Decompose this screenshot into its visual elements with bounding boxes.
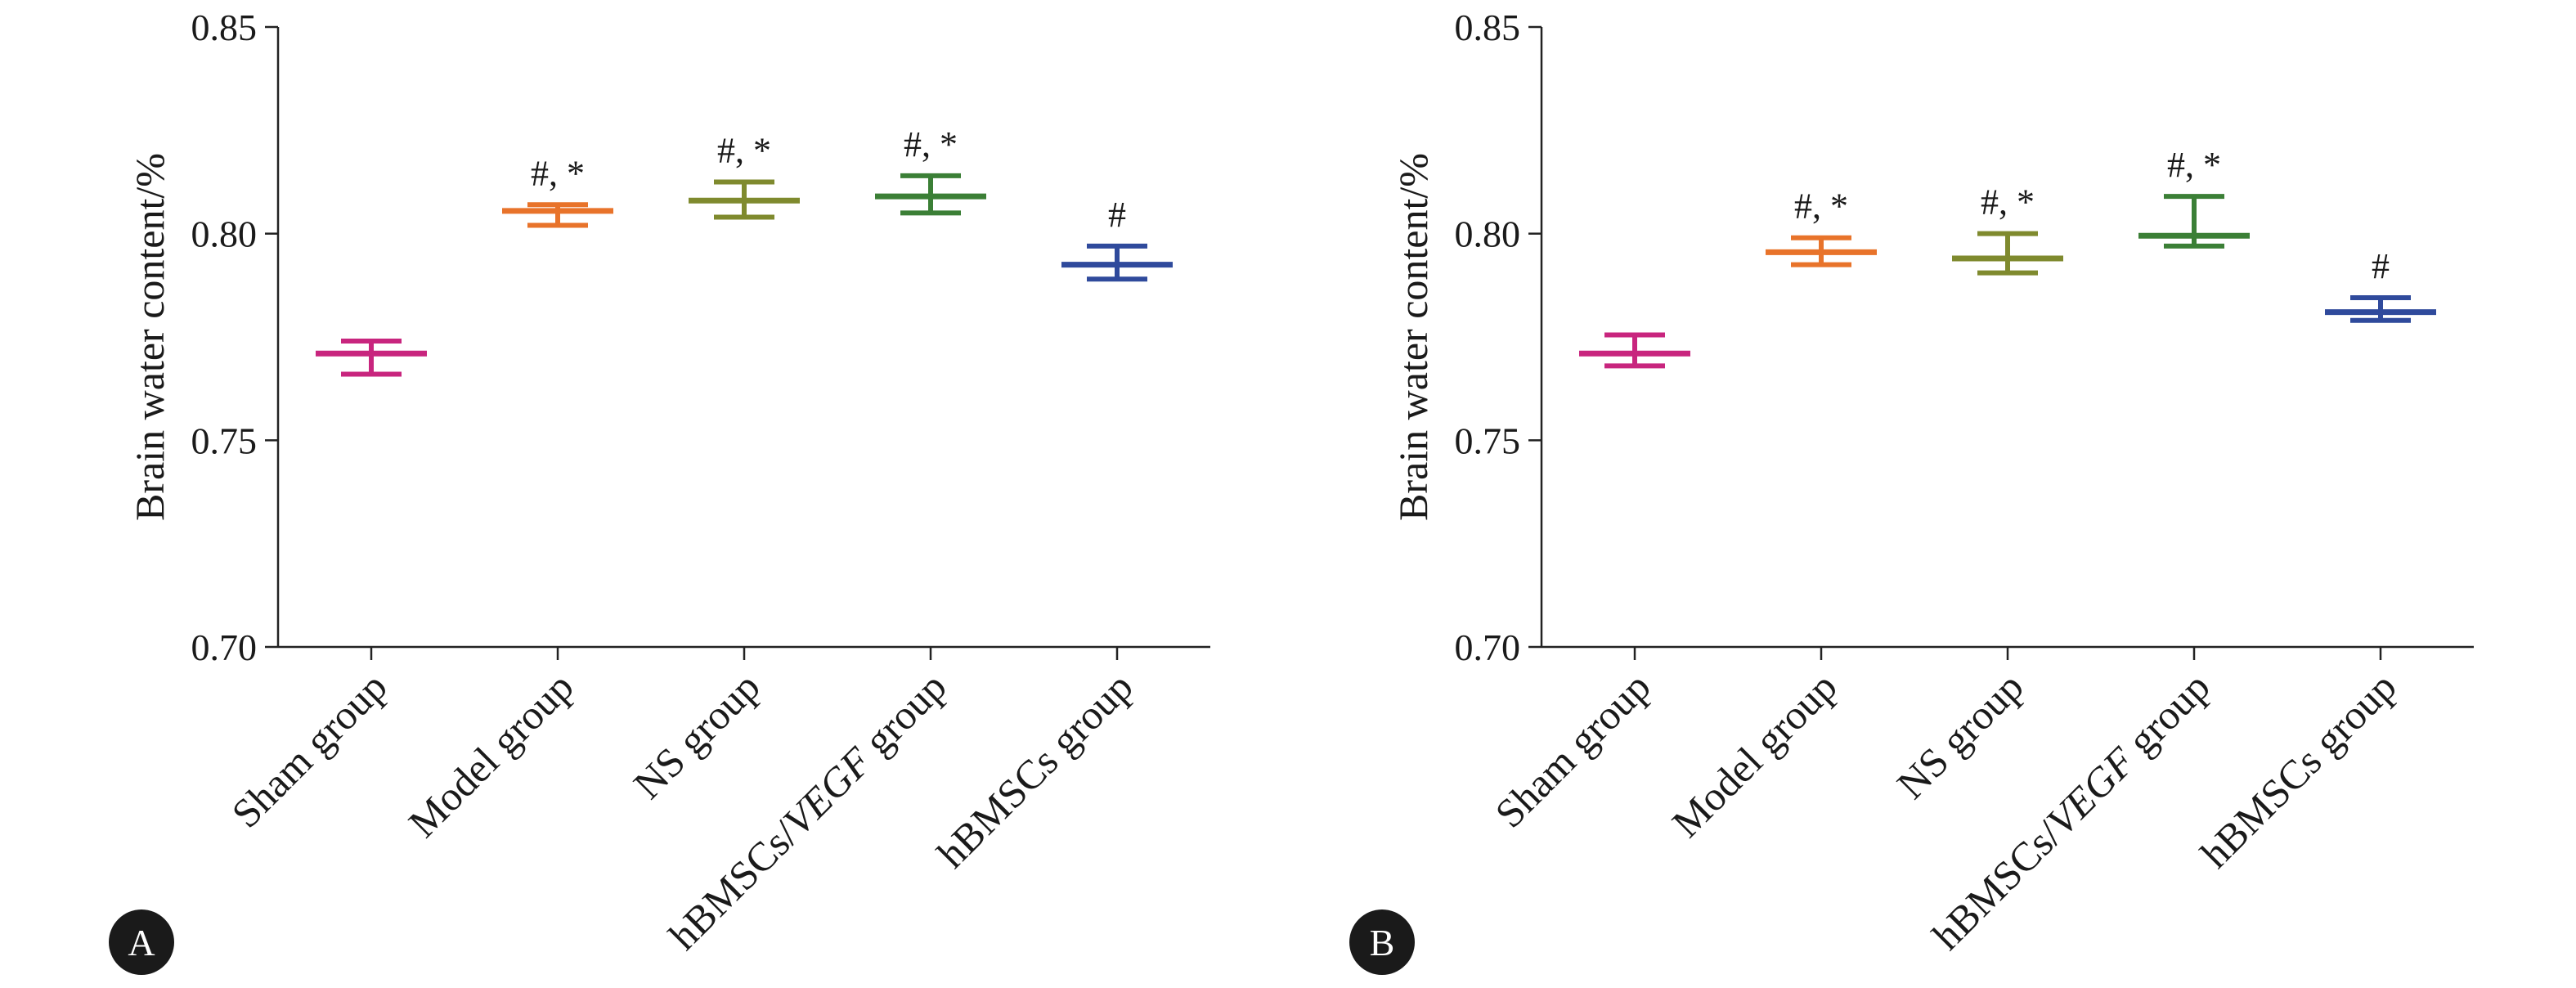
x-tick-label-text: NS group xyxy=(1888,663,2032,807)
panel-label-badge xyxy=(109,909,174,975)
significance-annotation: # xyxy=(1108,195,1126,235)
x-tick-label: NS group xyxy=(1888,663,2032,807)
significance-annotation: #, * xyxy=(2167,145,2221,185)
x-tick-label-suffix: group xyxy=(2112,663,2219,770)
y-tick-label: 0.75 xyxy=(1455,420,1521,461)
significance-annotation: #, * xyxy=(1794,186,1848,227)
y-axis-title: Brain water content/% xyxy=(1390,153,1436,521)
x-tick-label: Sham group xyxy=(1486,663,1658,836)
y-tick-label: 0.75 xyxy=(191,420,258,461)
y-tick-label: 0.85 xyxy=(191,7,258,48)
significance-annotation: #, * xyxy=(531,153,585,193)
panel-label: B xyxy=(1370,922,1395,963)
data-point-group: # xyxy=(2325,246,2436,323)
data-point-group: # xyxy=(1061,195,1173,282)
y-tick-label: 0.70 xyxy=(191,626,258,668)
x-tick-label-text: Sham group xyxy=(1486,663,1658,836)
x-tick-label: hBMSCs group xyxy=(2192,663,2405,877)
x-tick-label: Model group xyxy=(400,663,582,846)
x-tick-label: hBMSCs group xyxy=(928,663,1142,877)
y-tick-label: 0.80 xyxy=(1455,213,1521,255)
significance-annotation: #, * xyxy=(717,131,771,171)
x-tick-label: Model group xyxy=(1663,663,1846,846)
data-point-group: #, * xyxy=(689,131,800,220)
data-point-group: #, * xyxy=(2138,145,2250,249)
data-point-group xyxy=(1579,332,1690,369)
significance-annotation: #, * xyxy=(1981,182,2035,222)
data-point-group: #, * xyxy=(875,124,986,216)
x-tick-label-text: Sham group xyxy=(222,663,395,836)
y-axis-title: Brain water content/% xyxy=(127,153,173,521)
x-tick-label-text: hBMSCs group xyxy=(928,663,1142,877)
data-point-group: #, * xyxy=(1952,182,2063,276)
x-tick-label: Sham group xyxy=(222,663,395,836)
x-tick-label: NS group xyxy=(625,663,769,807)
data-point-group xyxy=(316,339,427,377)
x-tick-label-text: hBMSCs/ xyxy=(660,812,806,959)
y-tick-label: 0.80 xyxy=(191,213,258,255)
significance-annotation: # xyxy=(2372,246,2390,286)
significance-annotation: #, * xyxy=(904,124,958,164)
chart-panel-b: 0.70 0.75 0.80 0.85 Brain water content/% Sha… xyxy=(1349,7,2474,975)
data-point-group: #, * xyxy=(502,153,613,228)
chart-panel-a: 0.70 0.75 0.80 0.85 Brain water content/% Sha… xyxy=(109,7,1210,975)
x-tick-label-text: NS group xyxy=(625,663,769,807)
data-point-group: #, * xyxy=(1766,186,1877,267)
y-tick-label: 0.85 xyxy=(1455,7,1521,48)
y-tick-label: 0.70 xyxy=(1455,626,1521,668)
panel-label: A xyxy=(128,922,155,963)
x-tick-label-text: Model group xyxy=(400,663,582,846)
x-tick-label-suffix: group xyxy=(848,663,955,770)
x-tick-label-text: Model group xyxy=(1663,663,1846,846)
x-tick-label-text: hBMSCs/ xyxy=(1923,812,2070,959)
x-tick-label-text: hBMSCs group xyxy=(2192,663,2405,877)
panel-label-badge xyxy=(1349,909,1415,975)
